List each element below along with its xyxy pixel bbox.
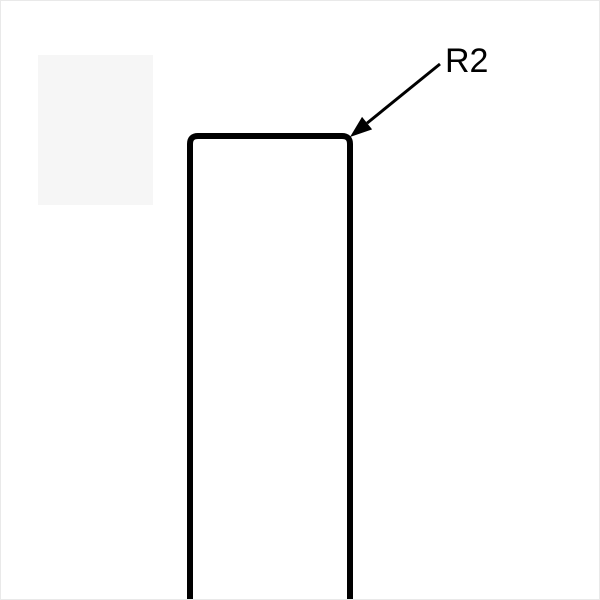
diagram-svg bbox=[0, 0, 600, 600]
leader-line bbox=[367, 64, 440, 123]
drawing-canvas: R2 bbox=[0, 0, 600, 600]
radius-annotation-label: R2 bbox=[445, 42, 488, 81]
background-artifact bbox=[38, 55, 153, 205]
profile-outline bbox=[190, 136, 350, 599]
